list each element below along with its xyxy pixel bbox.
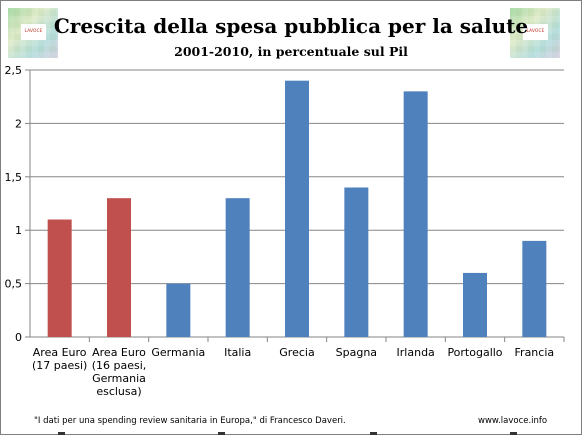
- y-tick-label: 2: [15, 117, 22, 130]
- bottom-edge-mark: [218, 432, 225, 435]
- x-tick-label: Grecia: [279, 346, 314, 359]
- x-tick-label: Area Euro: [92, 346, 146, 359]
- bar: [285, 80, 309, 338]
- source-note: "I dati per una spending review sanitari…: [34, 416, 346, 426]
- bar: [403, 91, 428, 337]
- chart-title: Crescita della spesa pubblica per la sal…: [53, 14, 529, 38]
- bottom-edge-mark: [370, 432, 377, 435]
- x-tick-label: Area Euro: [33, 346, 87, 359]
- bar: [344, 187, 369, 337]
- bottom-edge-mark: [58, 432, 65, 435]
- bar: [463, 272, 487, 337]
- x-tick-label: Germania: [151, 346, 205, 359]
- y-tick-label: 1,5: [5, 171, 23, 184]
- bar: [225, 198, 250, 337]
- y-tick-label: 2,5: [5, 64, 23, 77]
- bar: [107, 198, 131, 337]
- x-tick-label: (17 paesi): [32, 359, 87, 372]
- x-tick-label: Francia: [515, 346, 555, 359]
- bar: [166, 283, 191, 337]
- x-tick-label: esclusa): [96, 385, 141, 398]
- x-tick-label: Spagna: [336, 346, 377, 359]
- x-tick-label: Irlanda: [397, 346, 435, 359]
- lavoce-logo-left: LAVOCE: [8, 8, 58, 58]
- x-tick-label: Portogallo: [447, 346, 502, 359]
- chart-subtitle: 2001-2010, in percentuale sul Pil: [174, 44, 408, 59]
- bar: [47, 219, 72, 337]
- x-tick-label: Germania: [92, 372, 146, 385]
- logo-badge-text: LAVOCE: [21, 24, 46, 40]
- x-tick-label: Italia: [224, 346, 251, 359]
- y-tick-label: 0,5: [5, 278, 23, 291]
- site-url: www.lavoce.info: [478, 416, 548, 426]
- bottom-edge-mark: [510, 432, 517, 435]
- logo-badge-text: LAVOCE: [523, 24, 548, 40]
- lavoce-logo-right: LAVOCE: [510, 8, 560, 58]
- y-tick-label: 0: [15, 331, 22, 344]
- y-tick-label: 1: [15, 224, 22, 237]
- x-tick-label: (16 paesi,: [92, 359, 147, 372]
- bar: [522, 240, 547, 337]
